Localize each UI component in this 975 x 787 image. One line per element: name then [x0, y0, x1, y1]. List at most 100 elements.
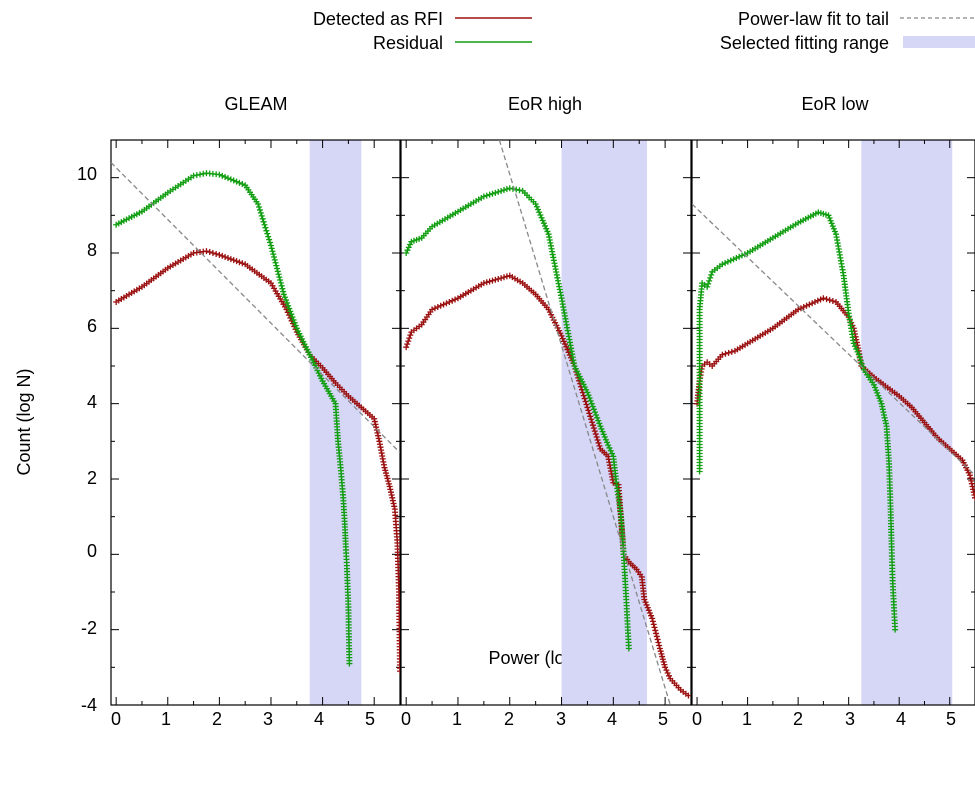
data-point	[492, 189, 499, 196]
x-tick-label: 4	[607, 709, 617, 729]
data-point	[280, 291, 287, 298]
fitting-range-band	[861, 140, 953, 705]
data-point	[829, 298, 836, 305]
data-point	[854, 348, 861, 355]
data-point	[190, 172, 197, 179]
data-point	[733, 255, 740, 262]
x-tick-label: 0	[401, 709, 411, 729]
data-point	[660, 658, 667, 665]
data-point	[719, 351, 726, 358]
data-point	[503, 273, 510, 280]
data-point	[644, 604, 651, 611]
data-point	[705, 280, 712, 287]
data-point	[452, 296, 459, 303]
data-point	[233, 178, 240, 185]
data-point	[542, 222, 549, 229]
data-point	[193, 172, 200, 179]
data-point	[239, 260, 246, 267]
data-point	[656, 642, 663, 649]
data-point	[276, 274, 283, 281]
data-point	[797, 305, 804, 312]
data-point	[284, 299, 291, 306]
data-point	[230, 257, 237, 264]
data-point	[876, 395, 883, 402]
data-point	[286, 305, 293, 312]
data-point	[407, 332, 414, 339]
data-point	[382, 470, 389, 477]
y-tick-label: 6	[87, 316, 97, 336]
data-point	[385, 480, 392, 487]
data-point	[227, 176, 234, 183]
data-point	[219, 252, 226, 259]
plot-frame	[110, 139, 401, 706]
data-point	[591, 409, 598, 416]
data-point	[817, 296, 824, 303]
data-point	[262, 224, 269, 231]
x-tick-label: 5	[365, 709, 375, 729]
data-point	[851, 343, 858, 350]
data-point	[859, 363, 866, 370]
data-point	[278, 282, 285, 289]
data-point	[665, 672, 672, 679]
data-point	[809, 300, 816, 307]
data-point	[446, 298, 453, 305]
data-point	[281, 294, 288, 301]
data-point	[267, 242, 274, 249]
data-point	[724, 258, 731, 265]
data-point	[826, 297, 833, 304]
data-point	[609, 450, 616, 457]
panel-gleam: GLEAM 0 1 2 3 4 5	[110, 94, 401, 729]
y-tick-labels: -4 -2 0 2 4 6 8 10	[77, 164, 97, 715]
y-tick-label: 4	[87, 392, 97, 412]
data-point	[725, 349, 732, 356]
data-point	[222, 253, 229, 260]
data-point	[431, 305, 438, 312]
data-point	[663, 667, 670, 674]
panel-title: GLEAM	[224, 94, 287, 114]
data-point	[857, 357, 864, 364]
data-point	[403, 250, 410, 256]
data-point	[269, 248, 276, 255]
data-point	[275, 271, 282, 278]
series-detected	[113, 248, 400, 675]
data-point	[283, 306, 290, 313]
data-point	[536, 209, 543, 216]
data-point	[969, 483, 975, 490]
data-point	[489, 277, 496, 284]
data-point	[219, 172, 226, 179]
data-point	[224, 175, 231, 182]
data-point	[382, 467, 389, 474]
data-point	[236, 179, 243, 186]
data-point	[650, 621, 657, 628]
data-point	[830, 225, 837, 232]
data-point	[583, 401, 590, 408]
data-point	[563, 343, 570, 350]
data-point	[585, 392, 592, 399]
data-point	[593, 411, 600, 418]
data-point	[730, 256, 737, 263]
data-point	[533, 203, 540, 210]
data-point	[216, 171, 223, 178]
data-point	[206, 249, 213, 256]
data-point	[656, 645, 663, 652]
data-point	[216, 251, 223, 258]
data-point	[722, 260, 729, 267]
x-tick-label: 4	[314, 709, 324, 729]
data-point	[972, 494, 975, 501]
data-point	[657, 648, 664, 655]
data-point	[856, 354, 863, 361]
data-point	[500, 187, 507, 194]
x-tick-labels: 0 1 2 3 4 5	[111, 709, 375, 729]
data-point	[872, 384, 879, 391]
data-point	[562, 341, 569, 348]
data-point	[858, 360, 865, 367]
data-point	[641, 596, 648, 603]
data-point	[827, 217, 834, 224]
data-point	[591, 428, 598, 435]
data-point	[653, 630, 660, 637]
data-point	[443, 300, 450, 307]
data-point	[381, 464, 388, 471]
data-point	[256, 203, 263, 210]
data-point	[853, 346, 860, 353]
